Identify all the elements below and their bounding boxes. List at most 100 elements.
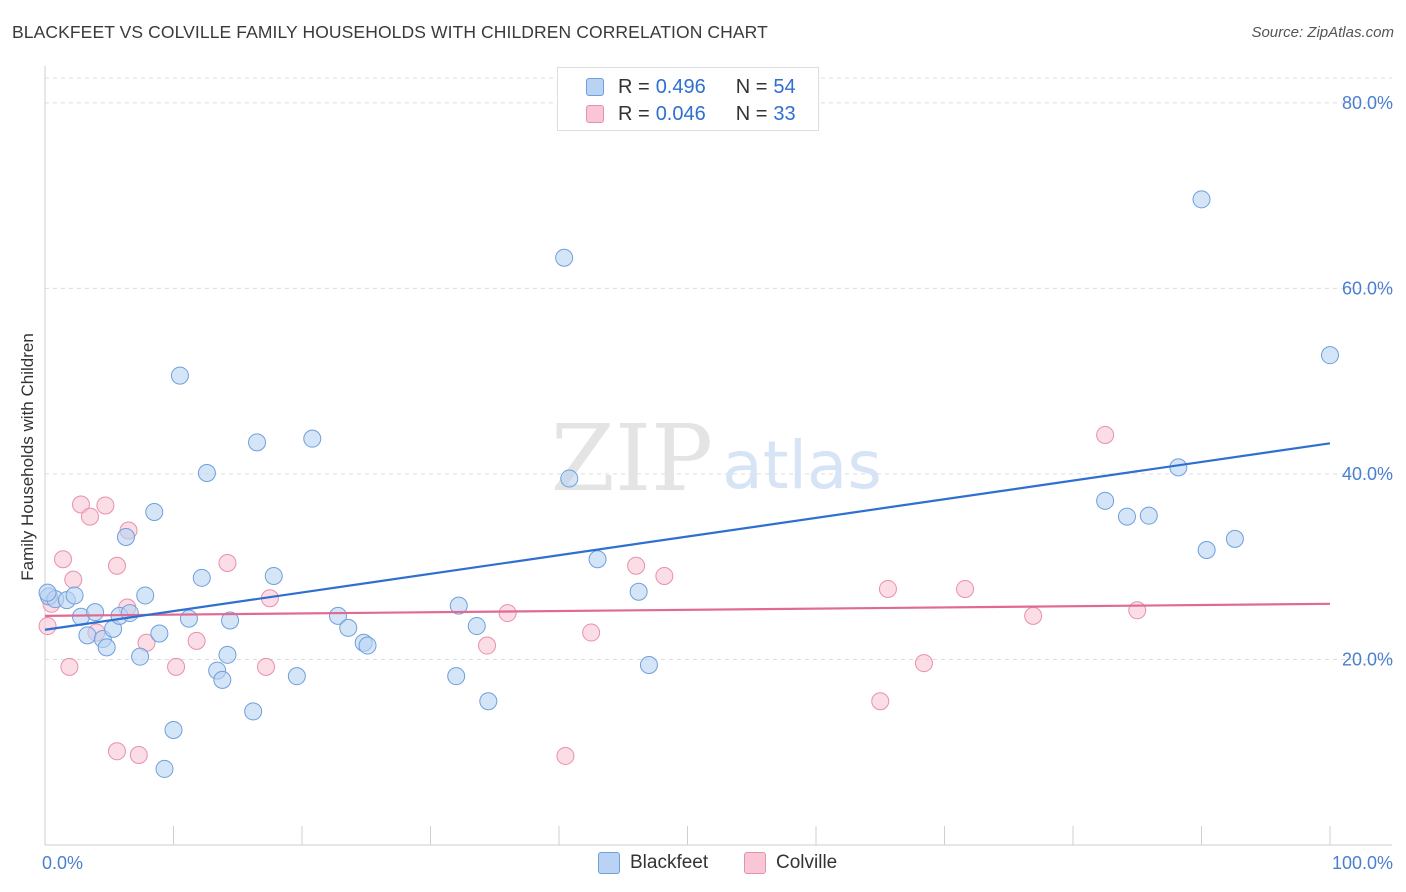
gridlines [45, 77, 1392, 660]
colville-point [107, 556, 126, 575]
colville-point [257, 657, 276, 676]
blackfeet-point [38, 583, 57, 602]
legend-r-label: R = [618, 102, 650, 125]
blackfeet-point [1169, 458, 1188, 477]
series-legend: Blackfeet Colville [0, 852, 1406, 878]
blackfeet-point [339, 618, 358, 637]
blackfeet-point [150, 624, 169, 643]
colville-swatch [586, 105, 604, 123]
blackfeet-point [244, 702, 263, 721]
x-tick-label: 100.0% [1332, 853, 1393, 873]
colville-point [129, 746, 148, 765]
colville-points [38, 425, 1147, 765]
blackfeet-point [192, 568, 211, 587]
legend-n-value: 33 [773, 102, 796, 125]
y-tick-label: 80.0% [1342, 93, 1393, 113]
colville-point [956, 579, 975, 598]
legend-r-value: 0.046 [655, 102, 706, 125]
trend-lines [44, 442, 1331, 631]
blackfeet-point [303, 429, 322, 448]
blackfeet-point [629, 582, 648, 601]
colville-point [71, 495, 90, 514]
blackfeet-point [467, 617, 486, 636]
blackfeet-point [1096, 491, 1115, 510]
colville-point [107, 742, 126, 761]
blackfeet-point [179, 609, 198, 628]
blackfeet-point [221, 611, 240, 630]
blackfeet-point [213, 670, 232, 689]
blackfeet-point [116, 528, 135, 546]
colville-point [1096, 425, 1115, 444]
blackfeet-point [136, 586, 155, 605]
blackfeet-point [449, 596, 468, 615]
chart-source: Source: ZipAtlas.com [1251, 24, 1394, 41]
y-tick-label: 20.0% [1342, 649, 1393, 669]
legend-item-blackfeet[interactable]: Blackfeet [598, 852, 708, 874]
legend-row-blackfeet: R = 0.496 N = 54 [586, 74, 796, 100]
x-tick-label: 0.0% [42, 853, 83, 873]
watermark-atlas: atlas [722, 427, 882, 504]
tick-labels: 20.0% 40.0% 60.0% 80.0% 0.0% 100.0% [42, 93, 1393, 873]
legend-item-colville[interactable]: Colville [744, 852, 837, 874]
blackfeet-point [1192, 190, 1211, 209]
legend-r-value: 0.496 [655, 75, 706, 98]
legend-label-blackfeet: Blackfeet [630, 852, 709, 873]
blackfeet-point [155, 759, 174, 778]
colville-point [556, 746, 575, 765]
blackfeet-point [97, 638, 116, 657]
blackfeet-point [560, 469, 579, 488]
correlation-legend: R = 0.496 N = 54 R = 0.046 N = 33 [557, 67, 819, 131]
blackfeet-points [38, 190, 1339, 778]
blackfeet-trend-line [44, 442, 1331, 631]
blackfeet-swatch [598, 852, 620, 874]
colville-point [38, 617, 57, 636]
blackfeet-point [287, 667, 306, 686]
blackfeet-point [170, 366, 189, 385]
colville-point [655, 566, 674, 585]
blackfeet-point [1225, 529, 1244, 548]
colville-point [871, 692, 890, 711]
colville-point [498, 604, 517, 623]
watermark-zip: ZIP [551, 405, 713, 512]
blackfeet-point [1321, 346, 1339, 365]
blackfeet-point [328, 606, 347, 625]
colville-point [60, 657, 79, 676]
blackfeet-point [1197, 540, 1216, 559]
blackfeet-point [197, 463, 216, 482]
colville-swatch [744, 852, 766, 874]
colville-point [1128, 601, 1147, 620]
y-axis-label: Family Households with Children [18, 333, 37, 581]
legend-label-colville: Colville [776, 852, 838, 873]
blackfeet-swatch [586, 78, 604, 96]
blackfeet-point [555, 248, 574, 267]
blackfeet-point [86, 603, 105, 622]
legend-n-label: N = [735, 102, 768, 125]
legend-n-label: N = [735, 75, 768, 98]
chart-title: BLACKFEET VS COLVILLE FAMILY HOUSEHOLDS … [12, 22, 768, 42]
colville-point [478, 636, 497, 655]
blackfeet-point [639, 656, 658, 675]
colville-point [914, 654, 933, 673]
blackfeet-point [264, 566, 283, 585]
colville-point [1024, 606, 1043, 625]
y-tick-label: 40.0% [1342, 464, 1393, 484]
axes [44, 66, 1392, 846]
legend-row-colville: R = 0.046 N = 33 [586, 101, 796, 127]
blackfeet-point [447, 667, 466, 686]
blackfeet-point [358, 636, 377, 655]
colville-point [64, 570, 83, 589]
blackfeet-point [145, 502, 164, 521]
y-tick-label: 60.0% [1342, 278, 1393, 298]
blackfeet-point [65, 586, 84, 605]
colville-trend-line [44, 602, 1331, 617]
blackfeet-point [164, 720, 183, 739]
colville-point [218, 553, 237, 572]
blackfeet-point [78, 626, 97, 645]
blackfeet-point [588, 550, 607, 569]
colville-point [627, 556, 646, 575]
colville-point [187, 631, 206, 650]
blackfeet-point [248, 433, 267, 452]
blackfeet-point [218, 645, 237, 664]
legend-r-label: R = [618, 75, 650, 98]
